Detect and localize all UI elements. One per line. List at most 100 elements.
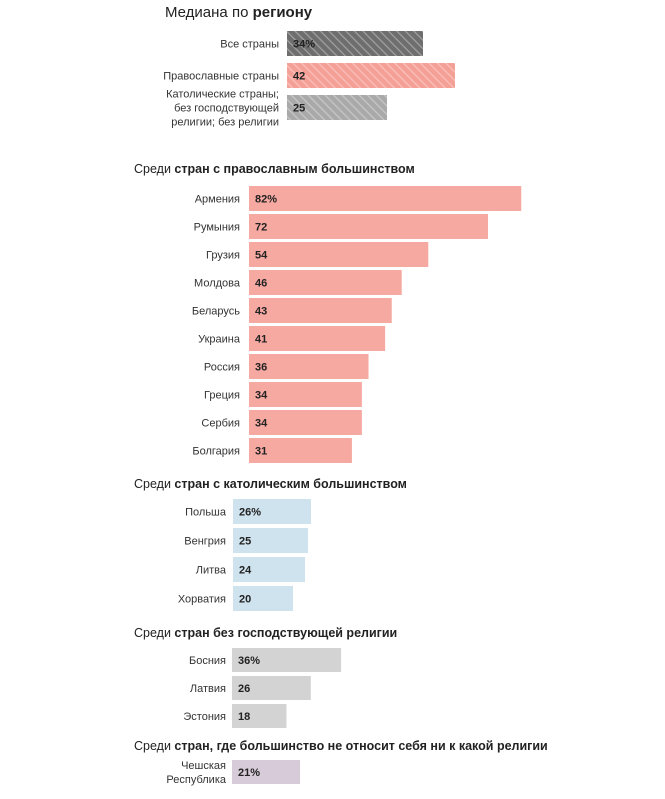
section-heading-prefix: Среди [134, 626, 174, 640]
category-label-line: Греция [204, 390, 240, 402]
category-label-line: Литва [196, 565, 227, 577]
category-label-line: Католические страны; [166, 89, 279, 101]
category-label-catholic-3: Хорватия [178, 594, 226, 606]
category-label-line: Болгария [192, 446, 240, 458]
category-label-line: Эстония [183, 711, 226, 723]
category-label-orthodox-5: Украина [198, 334, 241, 346]
category-label-unaffiliated-0: Чешская Республика [166, 760, 226, 786]
value-label-catholic-0: 26% [239, 507, 261, 519]
value-label-orthodox-4: 43 [255, 306, 267, 318]
category-label-region-1: Православные страны [163, 71, 279, 83]
category-label-no_dominant-1: Латвия [190, 683, 226, 695]
value-label-catholic-2: 24 [239, 565, 252, 577]
section-heading-unaffiliated: Среди стран, где большинство не относит … [134, 739, 548, 753]
category-label-line: Чешская [181, 760, 226, 772]
value-label-orthodox-2: 54 [255, 250, 268, 262]
section-heading-prefix: Среди [134, 162, 174, 176]
value-label-orthodox-3: 46 [255, 278, 267, 290]
value-label-catholic-1: 25 [239, 536, 251, 548]
bar-catholic-0 [233, 499, 311, 524]
category-label-orthodox-0: Армения [195, 194, 240, 206]
category-label-line: Босния [189, 655, 226, 667]
section-heading-catholic: Среди стран с католическим большинством [134, 477, 407, 491]
value-label-region-1: 42 [293, 71, 305, 83]
category-label-orthodox-9: Болгария [192, 446, 240, 458]
value-label-no_dominant-0: 36% [238, 655, 260, 667]
bar-orthodox-9 [249, 438, 352, 463]
category-label-orthodox-7: Греция [204, 390, 240, 402]
category-label-line: без господствующей [174, 103, 279, 115]
value-label-orthodox-6: 36 [255, 362, 267, 374]
category-label-catholic-2: Литва [196, 565, 227, 577]
section-heading-no_dominant: Среди стран без господствующей религии [134, 626, 397, 640]
bar-no_dominant-1 [232, 676, 311, 700]
category-label-line: Грузия [206, 250, 240, 262]
bar-orthodox-7 [249, 382, 362, 407]
category-label-catholic-0: Польша [185, 507, 227, 519]
value-label-orthodox-9: 31 [255, 446, 267, 458]
section-heading-bold: стран с православным большинством [174, 162, 414, 176]
bar-catholic-3 [233, 586, 293, 611]
bar-orthodox-0 [249, 186, 522, 211]
category-label-no_dominant-2: Эстония [183, 711, 226, 723]
bar-orthodox-1 [249, 214, 489, 239]
value-label-region-0: 34% [293, 39, 315, 51]
category-label-line: Православные страны [163, 71, 279, 83]
section-heading-bold: стран без господствующей религии [174, 626, 397, 640]
category-label-line: Армения [195, 194, 240, 206]
value-label-region-2: 25 [293, 103, 305, 115]
bar-catholic-1 [233, 528, 308, 553]
section-heading-bold: стран, где большинство не относит себя н… [174, 739, 547, 753]
bar-orthodox-8 [249, 410, 362, 435]
category-label-orthodox-3: Молдова [194, 278, 241, 290]
bar-hatch-region-2 [287, 95, 387, 120]
category-label-line: Россия [204, 362, 240, 374]
bar-orthodox-3 [249, 270, 402, 295]
value-label-unaffiliated-0: 21% [238, 767, 260, 779]
bar-catholic-2 [233, 557, 305, 582]
category-label-line: Польша [185, 507, 227, 519]
value-label-orthodox-8: 34 [255, 418, 268, 430]
category-label-line: религии; без религии [171, 117, 279, 129]
section-heading-orthodox: Среди стран с православным большинством [134, 162, 415, 176]
value-label-orthodox-5: 41 [255, 334, 267, 346]
category-label-orthodox-8: Сербия [201, 418, 240, 430]
category-label-region-2: Католические страны; без господствующей ре… [166, 89, 279, 129]
bar-no_dominant-2 [232, 704, 287, 728]
category-label-catholic-1: Венгрия [184, 536, 226, 548]
bar-unaffiliated-0 [232, 760, 301, 784]
value-label-orthodox-1: 72 [255, 222, 267, 234]
category-label-line: Молдова [194, 278, 241, 290]
value-label-no_dominant-2: 18 [238, 711, 250, 723]
category-label-line: Республика [166, 774, 226, 786]
bar-orthodox-4 [249, 298, 392, 323]
bar-hatch-region-0 [287, 31, 423, 56]
category-label-line: Хорватия [178, 594, 226, 606]
section-heading-bold: стран с католическим большинством [174, 477, 407, 491]
category-label-line: Украина [198, 334, 241, 346]
category-label-orthodox-6: Россия [204, 362, 240, 374]
bar-no_dominant-0 [232, 648, 342, 672]
category-label-orthodox-4: Беларусь [192, 306, 240, 318]
category-label-line: Сербия [201, 418, 240, 430]
chart-title: Медиана по региону [165, 4, 313, 21]
section-heading-prefix: Среди [134, 739, 174, 753]
bar-orthodox-2 [249, 242, 429, 267]
value-label-orthodox-7: 34 [255, 390, 268, 402]
category-label-line: Венгрия [184, 536, 226, 548]
category-label-line: Румыния [194, 222, 240, 234]
category-label-line: Латвия [190, 683, 226, 695]
value-label-catholic-3: 20 [239, 594, 251, 606]
value-label-orthodox-0: 82% [255, 194, 277, 206]
category-label-orthodox-2: Грузия [206, 250, 240, 262]
value-label-no_dominant-1: 26 [238, 683, 250, 695]
category-label-no_dominant-0: Босния [189, 655, 226, 667]
category-label-line: Беларусь [192, 306, 240, 318]
category-label-orthodox-1: Румыния [194, 222, 240, 234]
category-label-line: Все страны [220, 39, 279, 51]
bar-orthodox-6 [249, 354, 369, 379]
category-label-region-0: Все страны [220, 39, 279, 51]
bar-orthodox-5 [249, 326, 386, 351]
section-heading-prefix: Среди [134, 477, 174, 491]
